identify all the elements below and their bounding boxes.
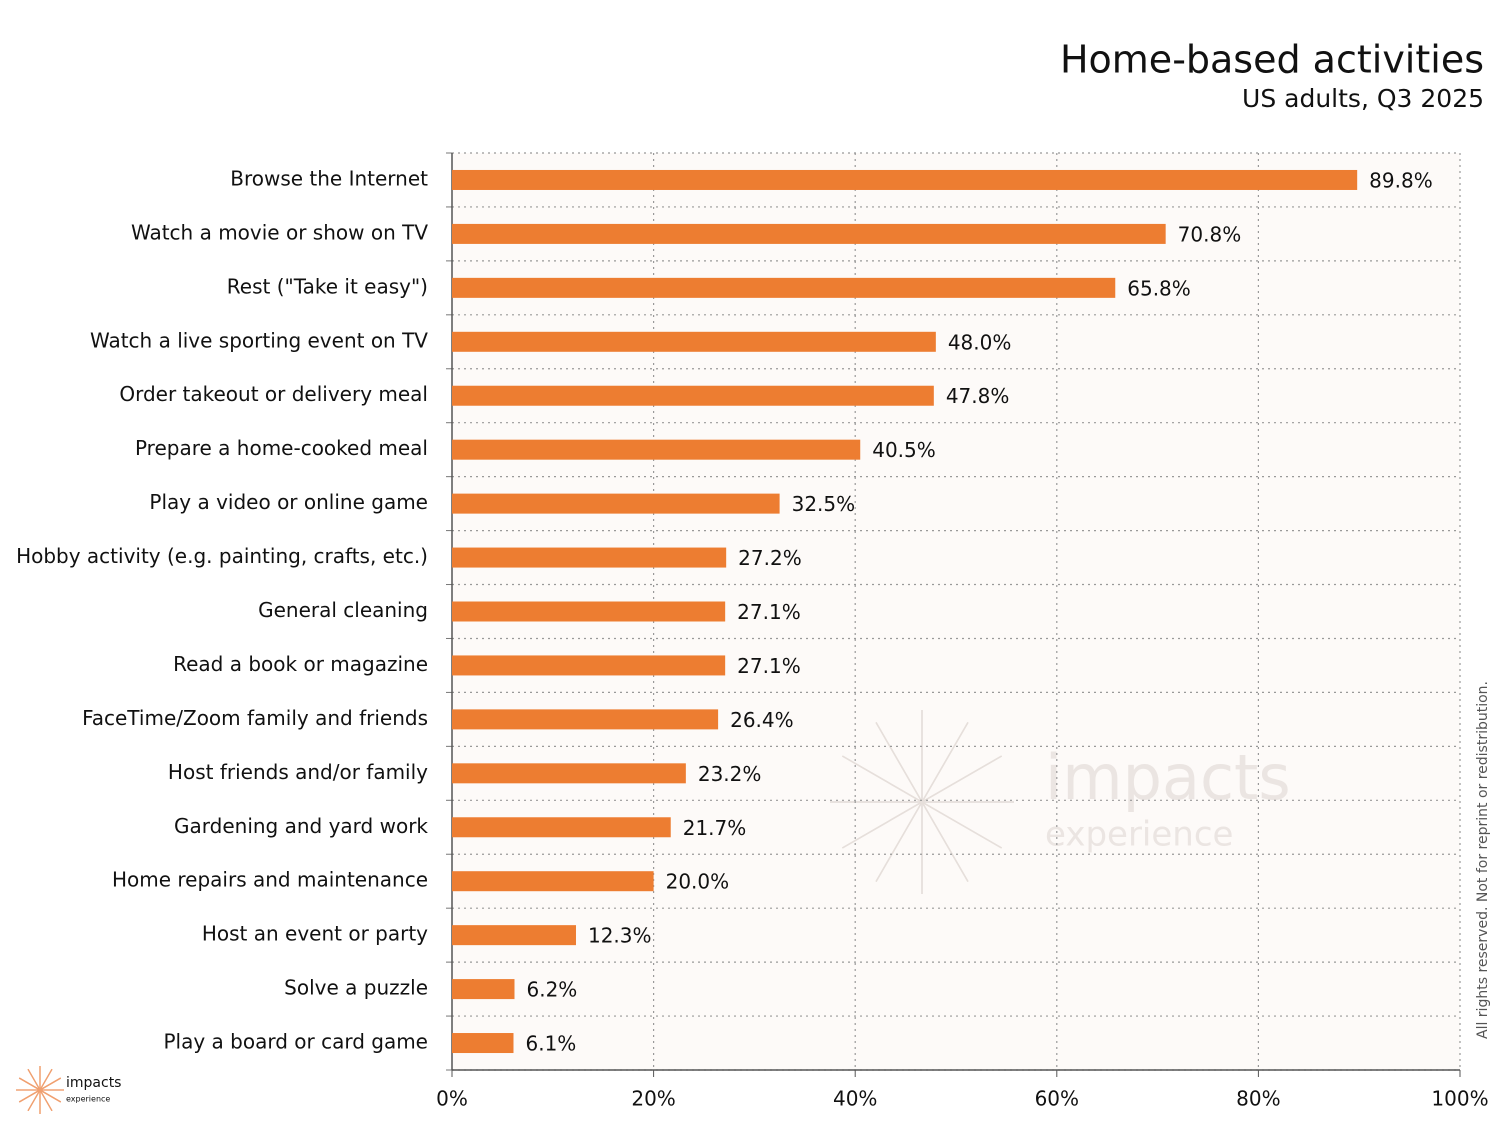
bar [452, 277, 1116, 298]
value-label: 12.3% [588, 924, 652, 948]
value-label: 27.1% [737, 654, 801, 678]
y-tick-label: Read a book or magazine [173, 652, 428, 676]
bar [452, 439, 861, 460]
value-label: 6.2% [526, 978, 577, 1002]
watermark-text: experience [1045, 815, 1233, 855]
star-ray [18, 1077, 62, 1103]
star-ray [841, 755, 1003, 849]
bar [452, 709, 719, 730]
value-label: 32.5% [792, 492, 856, 516]
y-tick-label: Host an event or party [202, 922, 428, 946]
x-tick-label: 80% [1236, 1087, 1280, 1111]
value-label: 40.5% [872, 438, 936, 462]
rights-note: All rights reserved. Not for reprint or … [1475, 681, 1491, 1039]
y-tick-label: Browse the Internet [230, 166, 428, 190]
bar [452, 601, 726, 622]
bar [452, 925, 576, 946]
logo-text: impacts [66, 1075, 121, 1091]
value-label: 48.0% [948, 330, 1012, 354]
x-tick-label: 60% [1035, 1087, 1079, 1111]
bar [452, 979, 515, 1000]
value-label: 23.2% [698, 762, 762, 786]
value-label: 26.4% [730, 708, 794, 732]
y-tick-label: Order takeout or delivery meal [119, 382, 428, 406]
bar [452, 493, 780, 514]
value-label: 27.1% [737, 600, 801, 624]
value-label: 6.1% [525, 1032, 576, 1056]
y-tick-label: Hobby activity (e.g. painting, crafts, e… [16, 544, 428, 568]
y-tick-label: FaceTime/Zoom family and friends [82, 706, 428, 730]
x-tick-label: 20% [631, 1087, 675, 1111]
bar [452, 655, 726, 676]
value-label: 21.7% [683, 816, 747, 840]
y-tick-label: Rest ("Take it easy") [227, 274, 428, 298]
watermark-text: impacts [1045, 741, 1291, 814]
bar [452, 331, 936, 352]
bar [452, 547, 727, 568]
bar [452, 169, 1358, 190]
bar [452, 817, 671, 838]
bar [452, 385, 934, 406]
y-tick-label: Watch a movie or show on TV [131, 220, 428, 244]
logo-text: experience [66, 1095, 110, 1104]
value-label: 27.2% [738, 546, 802, 570]
bar [452, 1033, 514, 1054]
value-label: 47.8% [946, 384, 1010, 408]
y-tick-label: Gardening and yard work [174, 814, 428, 838]
y-tick-label: Solve a puzzle [284, 976, 428, 1000]
chart-subtitle: US adults, Q3 2025 [1242, 84, 1484, 113]
x-tick-label: 0% [436, 1087, 468, 1111]
x-tick-label: 100% [1431, 1087, 1488, 1111]
value-label: 65.8% [1127, 276, 1191, 300]
value-label: 70.8% [1178, 222, 1242, 246]
y-tick-label: Watch a live sporting event on TV [90, 328, 428, 352]
y-tick-label: Play a video or online game [149, 490, 428, 514]
value-label: 20.0% [666, 870, 730, 894]
y-tick-label: Play a board or card game [163, 1030, 428, 1054]
y-tick-label: Host friends and/or family [168, 760, 428, 784]
y-tick-label: Prepare a home-cooked meal [135, 436, 428, 460]
bar [452, 223, 1166, 244]
x-tick-label: 40% [833, 1087, 877, 1111]
chart-title: Home-based activities [1060, 38, 1484, 82]
y-tick-label: General cleaning [258, 598, 428, 622]
y-tick-label: Home repairs and maintenance [112, 868, 428, 892]
bar [452, 763, 686, 784]
value-label: 89.8% [1369, 168, 1433, 192]
bar [452, 871, 654, 892]
